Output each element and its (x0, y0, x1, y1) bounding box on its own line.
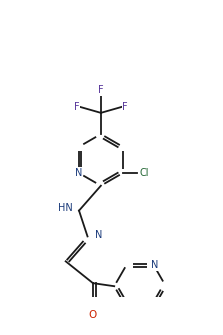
Text: Cl: Cl (140, 168, 149, 178)
Text: N: N (75, 168, 82, 178)
Text: F: F (122, 102, 128, 112)
Text: HN: HN (58, 203, 72, 213)
Text: F: F (98, 85, 104, 95)
Text: F: F (74, 102, 79, 112)
Text: N: N (95, 230, 103, 240)
Text: N: N (151, 260, 158, 270)
Text: O: O (89, 310, 97, 320)
